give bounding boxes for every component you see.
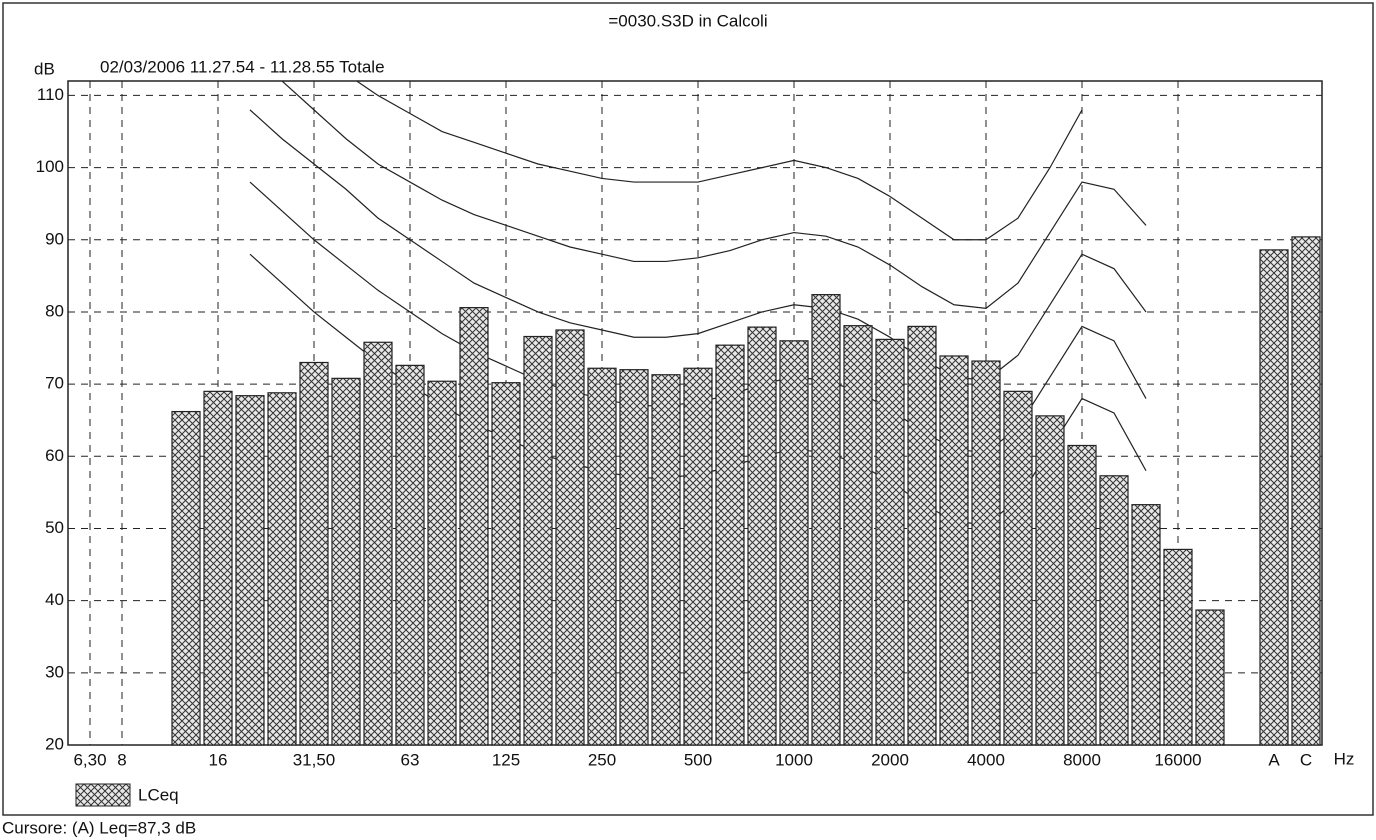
bar (1035, 415, 1065, 746)
bar (1003, 390, 1033, 746)
chart-title: =0030.S3D in Calcoli (608, 11, 767, 30)
bar (427, 380, 457, 746)
bar (1131, 504, 1161, 746)
y-tick-label: 40 (45, 590, 64, 609)
bar (875, 338, 905, 746)
x-tick-label: C (1300, 750, 1312, 769)
bar (299, 361, 329, 746)
frame (2, 2, 1374, 816)
bar (171, 410, 201, 746)
x-tick-label: 4000 (967, 750, 1005, 769)
bar (1099, 475, 1129, 746)
bar (843, 325, 873, 746)
bar (267, 392, 297, 746)
x-tick-label: A (1268, 750, 1280, 769)
bar (363, 341, 393, 746)
x-tick-label: 6,30 (73, 750, 106, 769)
x-tick-label: 63 (401, 750, 420, 769)
legend-label: LCeq (138, 785, 179, 804)
y-tick-label: 80 (45, 301, 64, 320)
x-tick-label: 16000 (1154, 750, 1201, 769)
bar (811, 294, 841, 746)
bar (235, 395, 265, 746)
y-tick-label: 100 (36, 157, 64, 176)
x-tick-label: 8000 (1063, 750, 1101, 769)
y-tick-label: 50 (45, 518, 64, 537)
y-tick-label: 30 (45, 662, 64, 681)
x-axis-unit: Hz (1334, 749, 1355, 768)
bar (907, 325, 937, 746)
y-tick-label: 60 (45, 446, 64, 465)
bar (203, 390, 233, 746)
legend-swatch (75, 783, 131, 807)
y-tick-label: 110 (37, 85, 64, 104)
bar (619, 369, 649, 746)
y-axis-label: dB (34, 59, 55, 78)
reference-curve (355, 81, 1083, 241)
bar (1259, 249, 1289, 746)
y-tick-label: 70 (45, 374, 64, 393)
chart-subtitle: 02/03/2006 11.27.54 - 11.28.55 Totale (100, 57, 385, 76)
x-tick-label: 8 (117, 750, 126, 769)
x-tick-label: 16 (209, 750, 228, 769)
bar (747, 326, 777, 746)
bar (1195, 609, 1225, 746)
bar (555, 329, 585, 746)
x-tick-label: 31,50 (293, 750, 336, 769)
footer: Cursore: (A) Leq=87,3 dB (2, 818, 196, 837)
x-tick-label: 125 (492, 750, 520, 769)
bar (491, 382, 521, 746)
bar (971, 360, 1001, 746)
bar (459, 307, 489, 746)
bar (651, 374, 681, 746)
bar (779, 340, 809, 746)
bar (331, 377, 361, 746)
x-tick-label: 250 (588, 750, 616, 769)
bar (683, 367, 713, 746)
x-tick-label: 1000 (775, 750, 813, 769)
bar (1291, 236, 1321, 746)
bar (587, 367, 617, 746)
bar (395, 364, 425, 746)
y-tick-label: 90 (45, 229, 64, 248)
bar (715, 344, 745, 746)
x-tick-label: 500 (684, 750, 712, 769)
bar (939, 355, 969, 746)
y-tick-label: 20 (45, 734, 64, 753)
bar (1067, 444, 1097, 746)
x-tick-label: 2000 (871, 750, 909, 769)
reference-curve (281, 81, 1147, 309)
bar (1163, 548, 1193, 746)
bar (523, 335, 553, 746)
